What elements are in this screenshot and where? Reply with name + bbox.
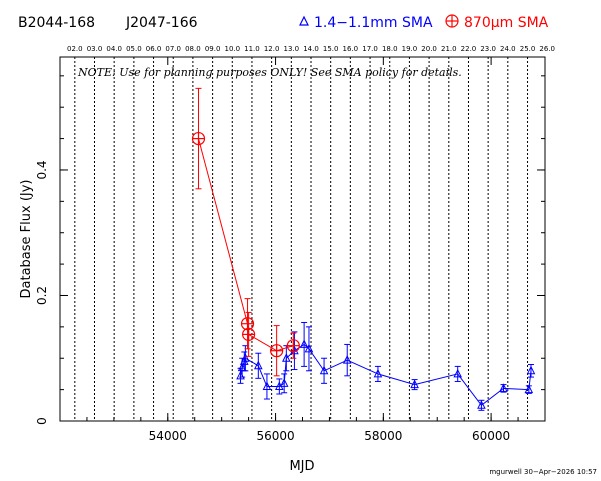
data-point-triangle (241, 353, 250, 362)
year-tick-label: 10.0 (224, 45, 240, 53)
data-point-circle-plus (270, 344, 284, 358)
year-grid: 02.0 03.0 04.0 05.0 06.0 07.0 08.0 09.0 10.0 11.0… (67, 45, 555, 421)
data-point-triangle (373, 368, 383, 378)
year-tick-label: 23.0 (480, 45, 496, 53)
year-tick-label: 21.0 (441, 45, 457, 53)
data-point-triangle (410, 379, 419, 389)
data-point-circle-plus (240, 317, 255, 331)
legend-blue-label: 1.4−1.1mm SMA (314, 15, 433, 31)
year-tick-label: 06.0 (146, 45, 162, 53)
data-point-triangle (290, 345, 299, 355)
year-tick-label: 02.0 (67, 45, 83, 53)
year-tick-label: 22.0 (461, 45, 477, 53)
x-tick-label: 60000 (472, 429, 510, 443)
legend-red-label: 870μm SMA (464, 15, 549, 31)
y-tick-label: 0.4 (35, 160, 49, 179)
year-tick-label: 14.0 (303, 45, 319, 53)
y-tick-label: 0 (35, 417, 49, 425)
year-tick-label: 05.0 (126, 45, 142, 53)
legend-circle-plus-icon (445, 14, 459, 28)
year-tick-label: 16.0 (343, 45, 359, 53)
credit-stamp: mgurwell 30−Apr−2026 10:57 (489, 468, 597, 476)
data-point-triangle (526, 365, 536, 375)
legend-triangle-icon (299, 15, 309, 26)
year-tick-label: 15.0 (323, 45, 339, 53)
year-tick-label: 04.0 (106, 45, 122, 53)
data-point-triangle (453, 368, 463, 378)
year-tick-label: 13.0 (284, 45, 300, 53)
data-point-triangle (262, 381, 272, 390)
data-series (191, 87, 536, 411)
data-point-triangle (319, 365, 329, 375)
year-tick-label: 18.0 (382, 45, 398, 53)
data-point-triangle (499, 383, 508, 392)
data-point-triangle (342, 355, 352, 364)
year-tick-label: 25.0 (520, 45, 536, 53)
source-alt-name: J2047-166 (125, 15, 198, 31)
year-tick-label: 03.0 (87, 45, 103, 53)
x-axis-label: MJD (289, 459, 314, 474)
year-tick-label: 19.0 (402, 45, 418, 53)
year-tick-label: 07.0 (165, 45, 181, 53)
year-tick-label: 20.0 (421, 45, 437, 53)
data-point-triangle (524, 384, 534, 394)
data-point-triangle (279, 378, 289, 387)
y-axis-label: Database Flux (Jy) (19, 180, 34, 299)
year-tick-label: 24.0 (500, 45, 516, 53)
data-point-triangle (477, 400, 486, 409)
data-point-triangle (299, 339, 309, 348)
y-tick-label: 0.2 (35, 286, 49, 305)
year-tick-label: 08.0 (185, 45, 201, 53)
data-point-circle-plus (242, 327, 256, 341)
data-point-triangle (304, 343, 314, 353)
x-tick-label: 58000 (364, 429, 402, 443)
planning-note: NOTE: Use for planning purposes ONLY! Se… (77, 66, 462, 79)
x-tick-label: 54000 (149, 429, 187, 443)
year-tick-label: 12.0 (264, 45, 280, 53)
year-tick-label: 17.0 (362, 45, 378, 53)
year-tick-label: 09.0 (205, 45, 221, 53)
axes: 54000 56000 58000 60000 0 0.2 0.4 (35, 57, 546, 443)
data-point-triangle (282, 353, 291, 362)
data-point-triangle (254, 360, 263, 370)
data-point-circle-plus (286, 339, 300, 353)
legend: 1.4−1.1mm SMA 870μm SMA (299, 14, 549, 31)
source-name: B2044-168 (18, 15, 95, 31)
year-tick-label: 26.0 (539, 45, 555, 53)
data-point-circle-plus (191, 131, 206, 146)
x-tick-label: 56000 (256, 429, 294, 443)
year-tick-label: 11.0 (244, 45, 260, 53)
